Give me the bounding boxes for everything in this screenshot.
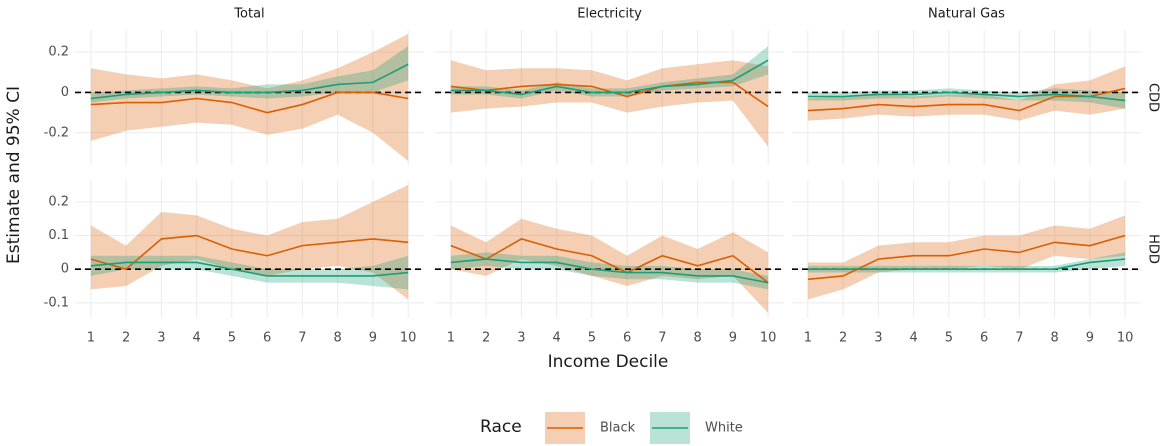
- series-line: [450, 238, 769, 284]
- x-tick-label: 6: [980, 331, 988, 346]
- y-tick-label: -0.1: [44, 295, 69, 310]
- x-tick-label: 5: [945, 331, 953, 346]
- x-tick-label: 7: [658, 331, 666, 346]
- x-tick-label: 2: [839, 331, 847, 346]
- series-line: [90, 261, 409, 277]
- series-line: [807, 91, 1126, 102]
- x-tick-label: 1: [804, 331, 812, 346]
- facet-label: HDD: [1146, 234, 1161, 264]
- ci-ribbon: [90, 185, 409, 300]
- x-tick-label: 3: [517, 331, 525, 346]
- x-tick-label: 4: [552, 331, 560, 346]
- x-tick-label: 9: [369, 331, 377, 346]
- x-tick-label: 3: [874, 331, 882, 346]
- y-tick-label: 0.2: [48, 194, 69, 209]
- x-tick-label: 2: [122, 331, 130, 346]
- x-tick-label: 8: [333, 331, 341, 346]
- series-line: [807, 258, 1126, 270]
- x-tick-label: 1: [447, 331, 455, 346]
- y-tick-label: 0: [61, 85, 69, 100]
- legend-label: White: [705, 421, 743, 436]
- series-line: [807, 234, 1126, 281]
- ci-ribbon: [450, 60, 769, 147]
- y-tick-label: 0.1: [48, 228, 69, 243]
- x-tick-label: 6: [263, 331, 271, 346]
- facet-label: CDD: [1146, 83, 1161, 112]
- series-line: [90, 91, 409, 114]
- x-tick-label: 5: [228, 331, 236, 346]
- x-tick-label: 9: [1086, 331, 1094, 346]
- y-tick-label: 0.2: [48, 45, 69, 60]
- x-tick-label: 6: [623, 331, 631, 346]
- x-axis-label: Income Decile: [548, 352, 669, 372]
- x-tick-label: 8: [1050, 331, 1058, 346]
- ci-ribbon: [807, 215, 1126, 300]
- x-tick-label: 9: [729, 331, 737, 346]
- legend-label: Black: [600, 421, 636, 436]
- series-line: [807, 87, 1126, 112]
- ci-ribbon: [90, 34, 409, 161]
- ci-ribbon: [807, 88, 1126, 109]
- facet-label: Electricity: [577, 7, 642, 22]
- x-tick-label: 10: [1117, 331, 1134, 346]
- series-line: [450, 258, 769, 284]
- facet-label: Total: [233, 7, 264, 22]
- x-tick-label: 2: [482, 331, 490, 346]
- x-tick-label: 1: [87, 331, 95, 346]
- x-tick-label: 7: [298, 331, 306, 346]
- y-tick-label: 0: [61, 262, 69, 277]
- facet-label: Natural Gas: [928, 7, 1005, 22]
- ci-ribbon: [807, 252, 1126, 273]
- x-tick-label: 3: [157, 331, 165, 346]
- y-tick-label: -0.2: [44, 125, 69, 140]
- ci-ribbon: [450, 218, 769, 313]
- ci-ribbon: [90, 46, 409, 103]
- series-line: [90, 234, 409, 271]
- x-tick-label: 4: [909, 331, 917, 346]
- series-line: [90, 63, 409, 100]
- x-tick-label: 8: [693, 331, 701, 346]
- x-tick-label: 4: [192, 331, 200, 346]
- x-tick-label: 5: [588, 331, 596, 346]
- x-tick-label: 10: [400, 331, 417, 346]
- ci-ribbon: [807, 66, 1126, 121]
- x-tick-label: 7: [1015, 331, 1023, 346]
- series-line: [450, 59, 769, 96]
- y-axis-label: Estimate and 95% CI: [4, 86, 24, 264]
- legend-title: Race: [480, 417, 522, 437]
- x-tick-label: 10: [760, 331, 777, 346]
